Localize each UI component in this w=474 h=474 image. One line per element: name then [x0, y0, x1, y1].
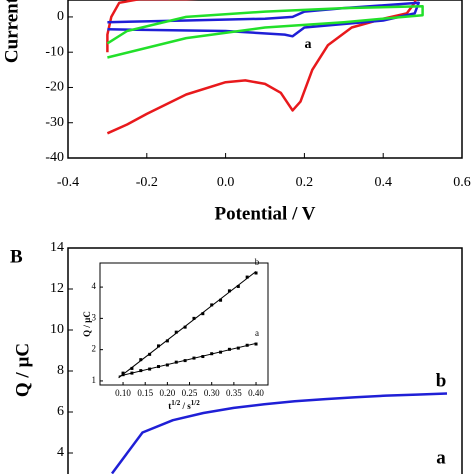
data-point — [227, 289, 231, 293]
x-tick-label: -0.4 — [57, 175, 79, 190]
plot-area — [110, 392, 448, 474]
data-point — [121, 371, 125, 375]
x-tick-label: 0.0 — [217, 175, 235, 190]
panel-label: B — [10, 246, 23, 267]
y-tick-label: 4 — [57, 445, 64, 460]
data-point — [201, 312, 205, 316]
series-label: b — [255, 257, 260, 267]
data-point — [139, 369, 143, 373]
plot-area — [118, 271, 258, 379]
y-axis-label: Q / µC — [82, 311, 92, 337]
x-tick-label: 0.6 — [453, 175, 471, 190]
x-axis-label-part: t — [168, 401, 171, 411]
data-point — [157, 365, 161, 369]
series-label: a — [255, 328, 259, 338]
annotation: a — [436, 447, 446, 468]
series-line — [107, 1, 420, 38]
data-point — [236, 284, 240, 288]
data-point — [219, 298, 223, 302]
data-point — [139, 358, 143, 362]
data-point — [219, 350, 223, 354]
x-axis-label-part: / s — [180, 401, 191, 411]
data-point — [192, 316, 196, 320]
data-point — [165, 363, 169, 367]
y-tick-label: 14 — [50, 240, 64, 255]
fit-line — [118, 271, 257, 379]
y-tick-label: 6 — [57, 404, 64, 419]
annotation: a — [305, 37, 312, 52]
x-tick-label: 0.35 — [226, 388, 242, 398]
x-tick-label: 0.30 — [204, 388, 220, 398]
x-axis-label-part: 1/2 — [191, 399, 200, 407]
data-point — [210, 352, 214, 356]
y-tick-label: 12 — [50, 281, 64, 296]
y-tick-label: 10 — [50, 322, 64, 337]
data-point — [130, 366, 134, 370]
data-point — [236, 346, 240, 350]
y-tick-label: -20 — [45, 80, 64, 95]
data-point — [165, 339, 169, 343]
data-point — [183, 359, 187, 363]
y-axis-label: Current — [1, 0, 22, 63]
data-point — [183, 325, 187, 329]
y-tick-label: 4 — [92, 281, 97, 291]
data-point — [148, 367, 152, 371]
data-point — [174, 330, 178, 334]
data-point — [210, 303, 214, 307]
plot-area — [106, 0, 424, 135]
fit-line — [118, 342, 257, 377]
data-point — [254, 342, 258, 346]
x-axis-label: t1/2 / s1/2 — [168, 399, 200, 411]
x-tick-label: 0.4 — [374, 175, 392, 190]
x-tick-label: 0.40 — [248, 388, 264, 398]
y-tick-label: 2 — [92, 344, 97, 354]
y-axis-label: Q / µC — [12, 343, 33, 397]
data-point — [245, 343, 249, 347]
data-point — [201, 355, 205, 359]
plot-frame — [99, 262, 269, 386]
data-point — [245, 275, 249, 279]
annotation: b — [436, 370, 447, 391]
plot-frame — [67, 0, 463, 159]
data-point — [157, 344, 161, 348]
y-tick-label: 8 — [57, 363, 64, 378]
x-tick-label: -0.2 — [136, 175, 158, 190]
y-tick-label: -40 — [45, 150, 64, 165]
y-tick-label: -30 — [45, 115, 64, 130]
data-point — [192, 356, 196, 360]
x-tick-label: 0.15 — [137, 388, 153, 398]
x-tick-label: 0.2 — [296, 175, 314, 190]
data-point — [148, 352, 152, 356]
y-tick-label: -10 — [45, 44, 64, 59]
data-point — [130, 371, 134, 375]
data-point — [254, 271, 258, 275]
y-tick-label: 0 — [57, 9, 64, 24]
y-tick-label: 1 — [92, 375, 97, 385]
x-axis-label: Potential / V — [215, 203, 316, 224]
series-line — [110, 392, 448, 474]
data-point — [174, 360, 178, 364]
series-line — [106, 5, 424, 59]
x-tick-label: 0.10 — [115, 388, 131, 398]
y-tick-label: 3 — [92, 312, 97, 322]
x-tick-label: 0.20 — [160, 388, 176, 398]
data-point — [227, 347, 231, 351]
x-axis-label-part: 1/2 — [171, 399, 180, 407]
plot-frame — [67, 247, 463, 474]
x-tick-label: 0.25 — [182, 388, 198, 398]
